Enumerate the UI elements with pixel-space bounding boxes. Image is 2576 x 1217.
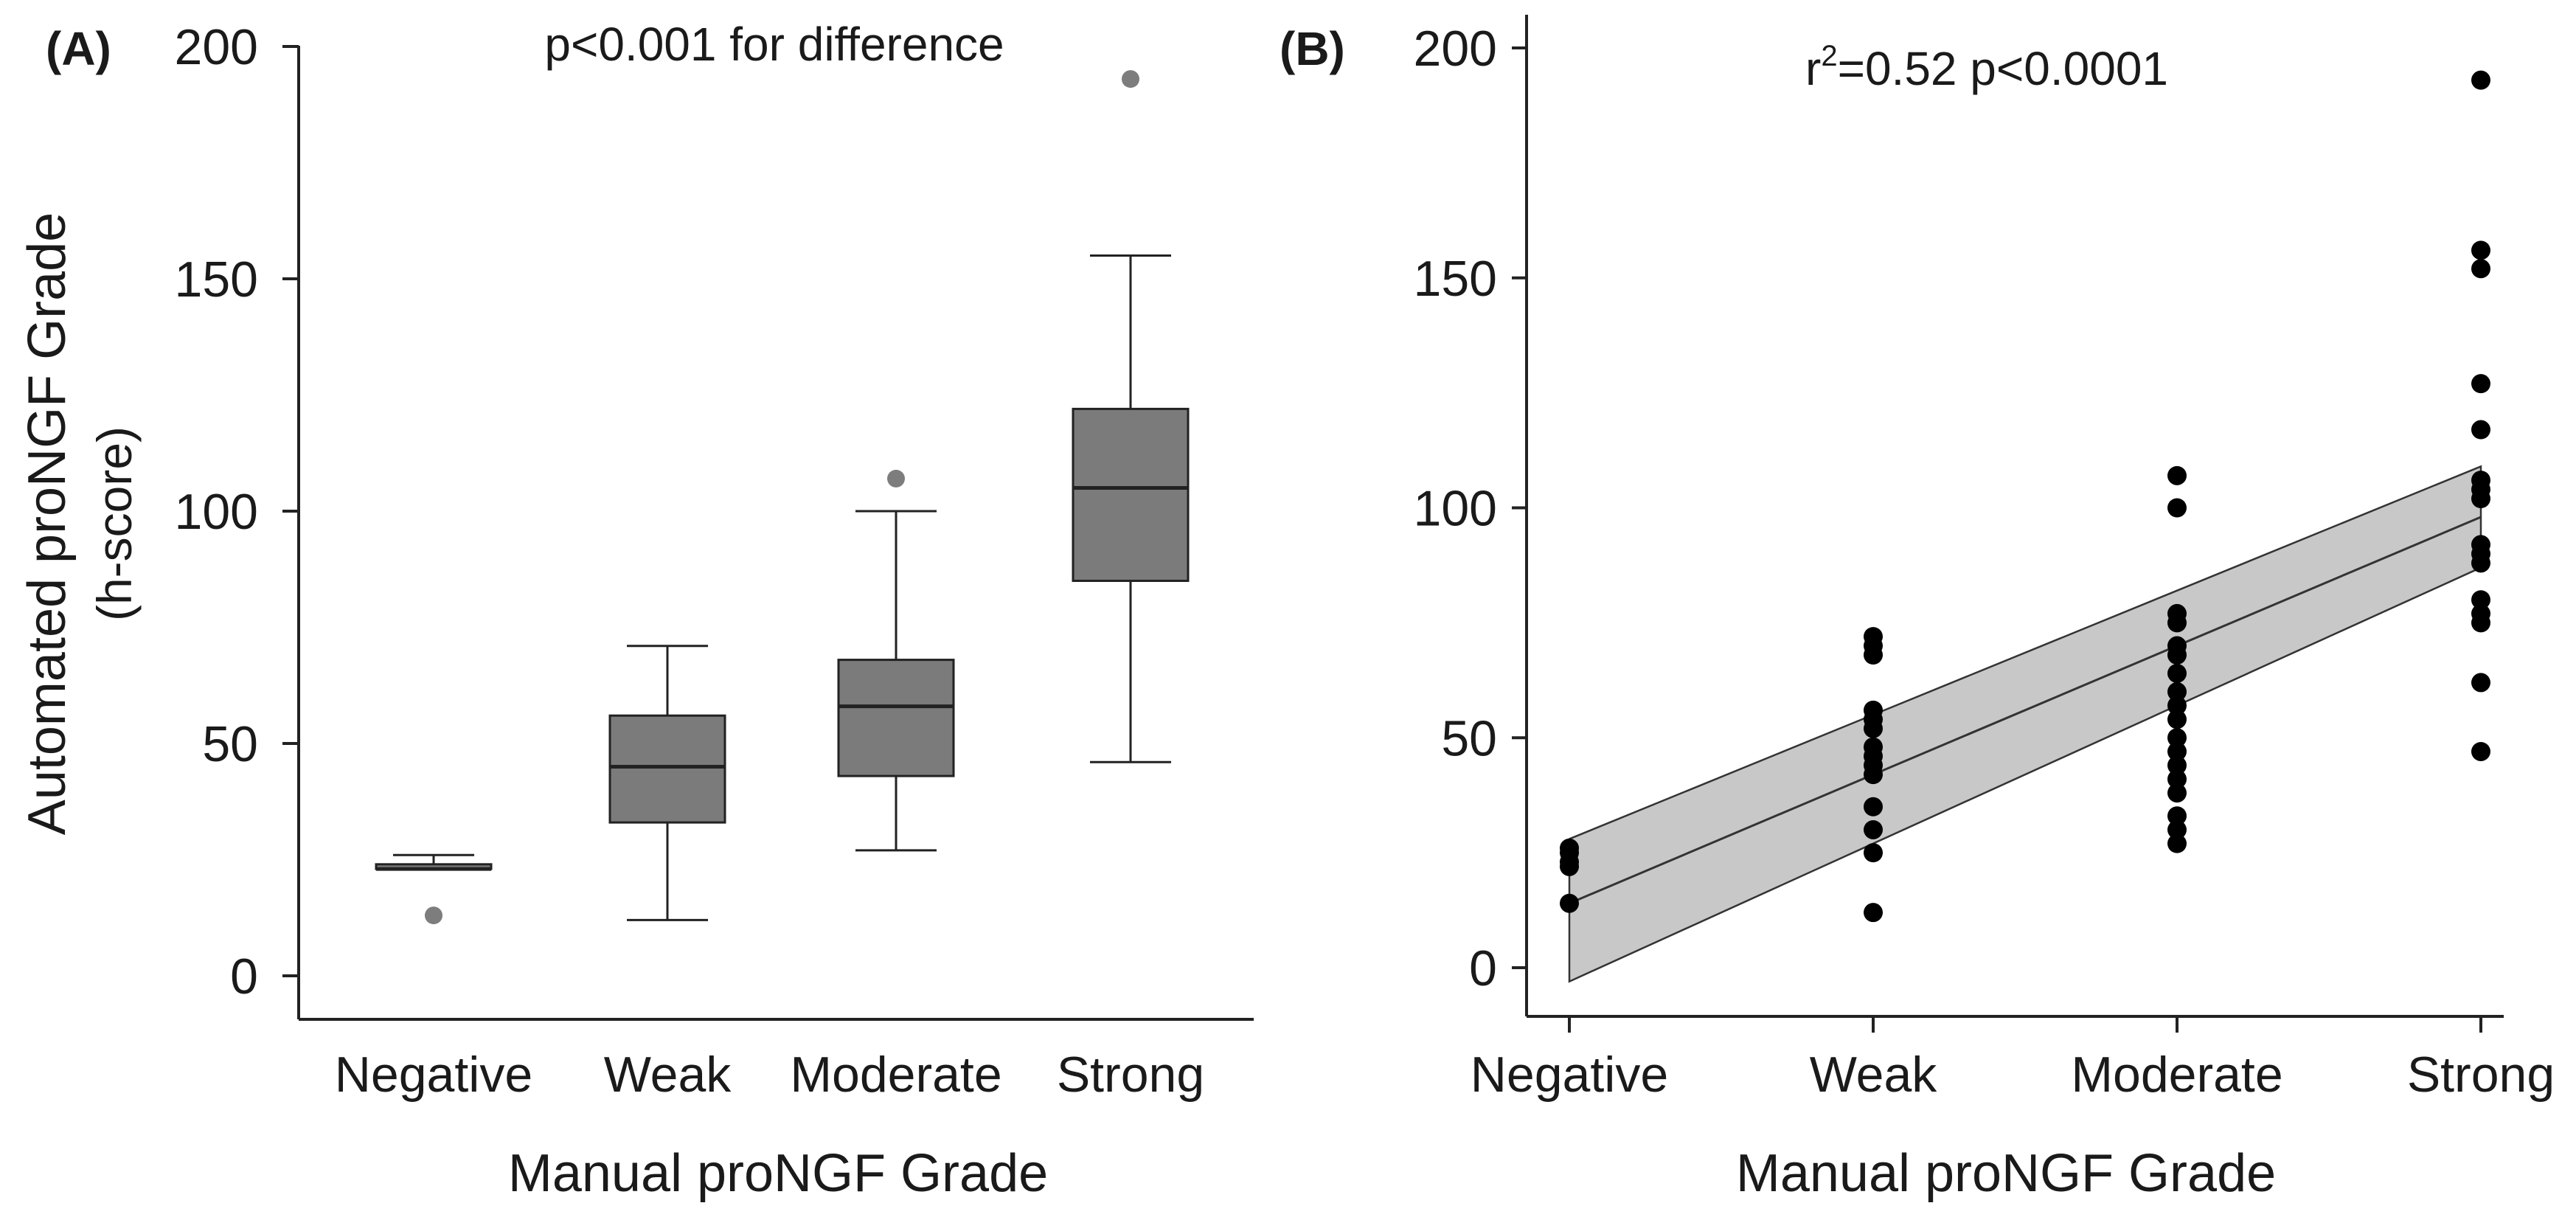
scatter-point xyxy=(2167,769,2187,789)
scatter-point xyxy=(2167,728,2187,748)
panel-b-x-tick-label: Weak xyxy=(1810,1047,1938,1103)
panel-b-y-tick-label: 50 xyxy=(1441,710,1497,766)
scatter-point xyxy=(2471,259,2490,279)
outlier-point xyxy=(887,469,905,488)
scatter-point xyxy=(2167,783,2187,803)
panel-a-box-plot: (A) p<0.001 for difference Automated pro… xyxy=(18,18,1254,1203)
panel-a-y-tick-label: 0 xyxy=(230,949,258,1005)
scatter-point xyxy=(2167,498,2187,518)
panel-a-y-tick-label: 150 xyxy=(175,252,258,308)
scatter-point xyxy=(1560,856,1579,876)
panel-a-y-tick-label: 100 xyxy=(175,484,258,540)
scatter-point xyxy=(2167,833,2187,853)
scatter-point xyxy=(2471,240,2490,260)
panel-a-boxes xyxy=(375,70,1190,925)
outlier-point xyxy=(425,906,442,925)
panel-b-x-tick-label: Strong xyxy=(2407,1047,2555,1103)
scatter-point xyxy=(1864,843,1883,863)
scatter-point xyxy=(2167,645,2187,665)
box-iqr xyxy=(608,714,726,824)
panel-b-confidence-band xyxy=(1568,465,2482,983)
scatter-point xyxy=(2167,663,2187,683)
panel-b-annotation-sup: 2 xyxy=(1821,40,1837,72)
scatter-point xyxy=(2471,489,2490,509)
scatter-point xyxy=(2167,819,2187,839)
scatter-point xyxy=(1864,645,1883,665)
scatter-point xyxy=(2471,673,2490,693)
scatter-point xyxy=(2471,613,2490,633)
scatter-point xyxy=(2471,420,2490,440)
scatter-point xyxy=(1864,765,1883,785)
panel-b-axes xyxy=(1525,15,2504,1018)
panel-a-y-tick-label: 50 xyxy=(202,716,258,772)
scatter-point xyxy=(2167,696,2187,715)
panel-b-annotation-prefix: r xyxy=(1805,42,1821,95)
panel-b-xlabel: Manual proNGF Grade xyxy=(1736,1144,2276,1203)
panel-a-box-moderate xyxy=(837,469,955,852)
panel-b-scatter-plot: (B) r2=0.52 p<0.0001 Manual proNGF Grade… xyxy=(1280,15,2555,1203)
panel-a-axes xyxy=(297,46,1254,1021)
panel-a-y-tick-label: 200 xyxy=(175,19,258,75)
panel-b-annotation: r2=0.52 p<0.0001 xyxy=(1805,40,2168,95)
scatter-point xyxy=(1864,797,1883,816)
panel-a-x-ticks: Negative Weak Moderate Strong xyxy=(335,1047,1204,1103)
panel-a-box-weak xyxy=(608,645,726,921)
panel-a-x-tick-label: Moderate xyxy=(790,1047,1001,1103)
panel-b-x-ticks: Negative Weak Moderate Strong xyxy=(1471,1016,2555,1103)
panel-a-xlabel: Manual proNGF Grade xyxy=(508,1144,1048,1203)
scatter-point xyxy=(2167,806,2187,826)
scatter-point xyxy=(2167,755,2187,775)
panel-a-label: (A) xyxy=(46,22,111,75)
panel-a-box-strong xyxy=(1072,70,1190,763)
scatter-point xyxy=(1864,819,1883,839)
panel-a-x-tick-label: Strong xyxy=(1057,1047,1204,1103)
panel-b-y-tick-label: 100 xyxy=(1414,481,1497,537)
regression-line xyxy=(1569,516,2482,905)
scatter-point xyxy=(2167,710,2187,729)
confidence-band-area xyxy=(1568,465,2482,983)
panel-a-ylabel-line1: Automated proNGF Grade xyxy=(18,212,77,835)
scatter-point xyxy=(2471,590,2490,610)
panel-b-x-tick-label: Moderate xyxy=(2071,1047,2282,1103)
scatter-point xyxy=(2471,741,2490,761)
scatter-point xyxy=(2471,374,2490,394)
panel-b-y-tick-label: 150 xyxy=(1414,251,1497,307)
panel-b-annotation-suffix: =0.52 p<0.0001 xyxy=(1838,42,2168,95)
panel-b-x-tick-label: Negative xyxy=(1471,1047,1668,1103)
box-iqr xyxy=(1072,407,1190,583)
panel-a-y-ticks: 0 50 100 150 200 xyxy=(175,19,299,1005)
scatter-point xyxy=(2167,465,2187,485)
outlier-point xyxy=(1122,70,1139,89)
panel-a-annotation: p<0.001 for difference xyxy=(544,18,1004,71)
scatter-point xyxy=(1864,903,1883,923)
panel-b-y-ticks: 0 50 100 150 200 xyxy=(1414,21,1527,996)
scatter-point xyxy=(2167,682,2187,701)
scatter-point xyxy=(2167,741,2187,761)
panel-b-y-tick-label: 200 xyxy=(1414,21,1497,77)
box-iqr xyxy=(837,659,955,777)
scatter-point xyxy=(2167,613,2187,633)
panel-b-label: (B) xyxy=(1280,22,1345,75)
scatter-point xyxy=(2471,553,2490,573)
panel-a-x-tick-label: Negative xyxy=(335,1047,532,1103)
scatter-point xyxy=(1560,893,1579,913)
scatter-point xyxy=(1864,718,1883,738)
panel-a-box-negative xyxy=(375,853,493,925)
panel-b-y-tick-label: 0 xyxy=(1469,940,1497,996)
panel-a-x-tick-label: Weak xyxy=(604,1047,732,1103)
panel-a-ylabel-line2: (h-score) xyxy=(87,426,142,621)
panel-b-points xyxy=(1560,70,2490,923)
scatter-point xyxy=(2471,70,2490,90)
